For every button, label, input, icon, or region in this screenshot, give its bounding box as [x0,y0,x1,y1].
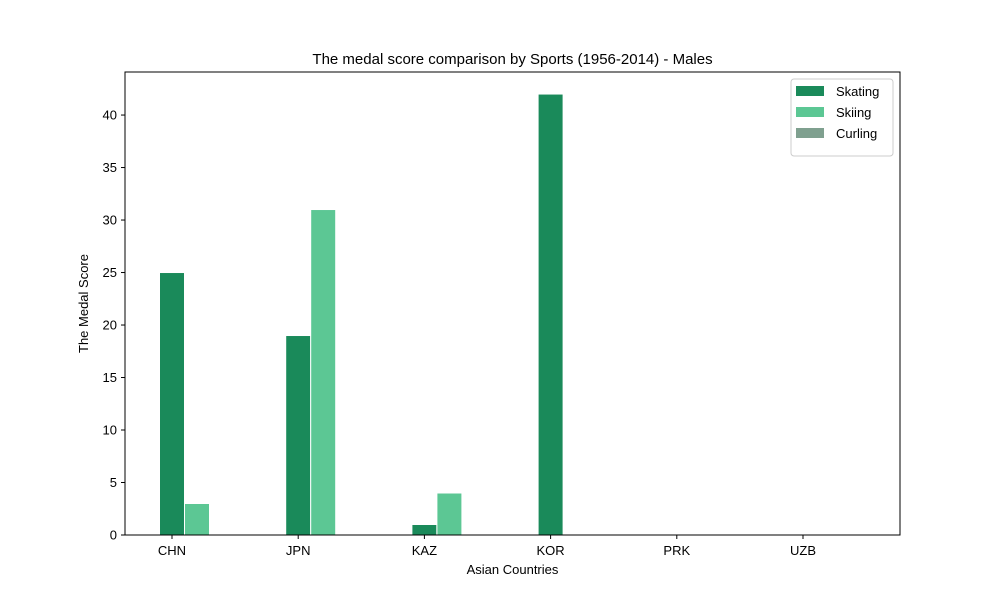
x-tick-label: PRK [663,543,690,558]
bar-skating-jpn [285,335,312,536]
x-axis-label: Asian Countries [467,562,559,577]
bar-skating-chn [159,272,185,536]
y-tick-label: 5 [110,475,117,490]
axes-layer: 0 5 10 15 20 25 30 35 40 CHN JPN KAZ KOR PRK UZB [103,108,816,558]
legend-swatch-curling [796,128,824,138]
y-tick-label: 40 [103,108,117,123]
x-tick-label: JPN [286,543,311,558]
plot-frame [124,71,901,536]
bar-skating-kor [537,93,564,536]
y-tick-label: 15 [103,370,117,385]
bars-layer [159,93,564,536]
y-tick-label: 30 [103,213,117,228]
legend: Skating Skiing Curling [790,78,894,157]
y-tick-label: 20 [103,318,117,333]
x-tick-label: KAZ [412,543,437,558]
legend-swatch-skiing [796,107,824,117]
y-axis-label: The Medal Score [76,254,91,353]
chart-title: The medal score comparison by Sports (19… [312,51,712,68]
bar-skiing-kaz [436,492,463,536]
x-tick-label: KOR [537,543,565,558]
legend-label-curling: Curling [836,126,877,141]
y-tick-label: 0 [110,528,117,543]
legend-swatch-skating [796,86,824,96]
bar-skating-kaz [411,524,438,536]
x-tick-label: UZB [790,543,816,558]
legend-label-skiing: Skiing [836,105,871,120]
y-tick-label: 35 [103,160,117,175]
y-tick-label: 25 [103,265,117,280]
bar-skiing-jpn [310,209,337,536]
x-tick-label: CHN [158,543,186,558]
plot-area [125,72,900,535]
bar-skiing-chn [184,503,210,536]
y-tick-label: 10 [103,423,117,438]
legend-label-skating: Skating [836,84,879,99]
